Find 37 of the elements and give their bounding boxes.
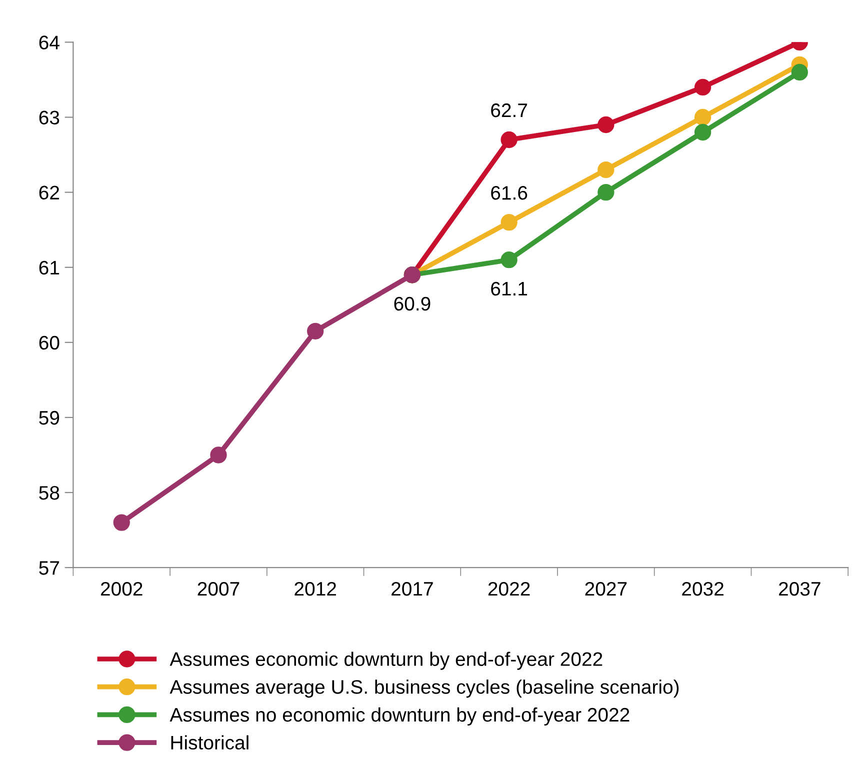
point (113, 514, 130, 531)
x-tick-label: 2012 (294, 582, 336, 596)
point (598, 184, 614, 201)
annotation: 62.7 (491, 103, 528, 118)
legend-label: Assumes no economic downturn by end-of-year 2022 (170, 707, 630, 726)
annotation: 60.9 (394, 296, 430, 311)
point (210, 446, 227, 464)
legend-label: Historical (171, 735, 248, 750)
x-tick-label: 2017 (392, 582, 433, 596)
y-tick-label: 60 (39, 336, 60, 350)
y-tick-label: 58 (39, 486, 60, 500)
point (500, 131, 518, 148)
legend-label: Assumes average U.S. business cycles (baseline scenario) (170, 680, 679, 698)
x-tick-label: 2022 (488, 582, 530, 596)
legend-label: Assumes economic downturn by end-of-year 2022 (170, 652, 602, 670)
point (694, 78, 712, 96)
x-tick-label: 2007 (198, 582, 240, 596)
y-tick-label: 63 (39, 110, 60, 124)
annotation: 61.6 (491, 186, 528, 200)
x-tick-label: 2027 (585, 582, 627, 596)
point (791, 64, 808, 81)
y-tick-label: 64 (39, 36, 60, 50)
x-tick-label: 2002 (100, 582, 142, 596)
point (694, 124, 712, 141)
annotation: 61.1 (491, 282, 528, 296)
point (307, 322, 324, 340)
y-tick-label: 62 (39, 186, 60, 200)
point (500, 252, 518, 268)
y-tick-label: 59 (39, 410, 60, 425)
x-tick-label: 2032 (682, 582, 724, 596)
point (598, 161, 614, 178)
y-tick-label: 57 (39, 561, 60, 575)
point (500, 214, 518, 231)
point (598, 116, 614, 134)
y-tick-label: 61 (39, 260, 60, 275)
point (694, 108, 712, 126)
x-tick-label: 2037 (779, 582, 820, 596)
